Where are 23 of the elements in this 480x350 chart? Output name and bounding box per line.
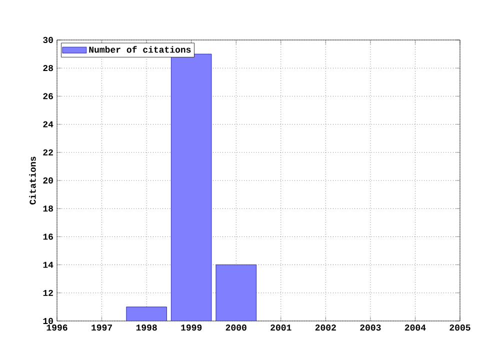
y-axis-title: Citations [29, 156, 36, 204]
x-tick-label: 2000 [226, 324, 246, 331]
x-tick-label: 1997 [92, 324, 112, 331]
x-tick-label: 2005 [450, 324, 470, 331]
y-tick-label: 20 [43, 177, 53, 184]
y-tick-label: 30 [43, 36, 53, 44]
y-tick-label: 18 [43, 206, 53, 212]
y-tick-label: 16 [43, 234, 53, 240]
y-tick-label: 28 [43, 65, 53, 72]
x-tick-label: 2001 [270, 324, 292, 331]
y-tick-label: 14 [43, 262, 54, 268]
x-tick-label: 1998 [136, 324, 157, 331]
x-tick-label: 1996 [46, 324, 68, 331]
legend-label: Number of citations [89, 46, 191, 53]
x-tick-label: 1999 [181, 324, 202, 331]
y-tick-label: 12 [43, 290, 53, 296]
y-tick-label: 24 [43, 121, 54, 128]
y-tick-label: 26 [43, 93, 53, 100]
x-tick-label: 2004 [404, 324, 426, 331]
x-tick-label: 2002 [315, 324, 336, 331]
x-tick-label: 2003 [360, 324, 381, 331]
y-tick-label: 22 [43, 149, 53, 156]
y-tick-label: 10 [43, 318, 53, 324]
